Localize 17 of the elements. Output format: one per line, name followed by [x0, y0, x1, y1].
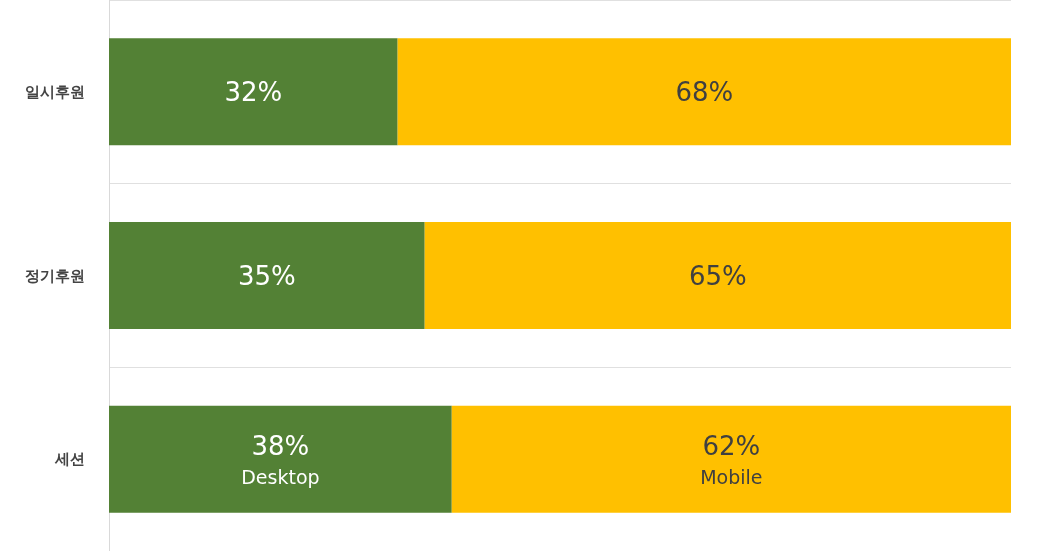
y-tick-label: 정기후원: [25, 266, 85, 285]
series-label: Desktop: [241, 466, 320, 489]
bar: [397, 38, 1011, 146]
data-label: 62%: [702, 431, 761, 462]
y-tick-label: 세션: [54, 450, 85, 469]
bar: [451, 405, 1011, 513]
bar: [109, 38, 398, 146]
series-label: Mobile: [700, 466, 763, 489]
bar: [109, 405, 452, 513]
data-label: 32%: [224, 76, 283, 107]
data-label: 35%: [237, 260, 296, 291]
data-label: 65%: [688, 260, 747, 291]
data-label: 38%: [251, 431, 310, 462]
bar: [424, 222, 1011, 329]
data-label: 68%: [675, 76, 734, 107]
bar: [109, 222, 425, 329]
y-tick-label: 일시후원: [25, 82, 85, 101]
